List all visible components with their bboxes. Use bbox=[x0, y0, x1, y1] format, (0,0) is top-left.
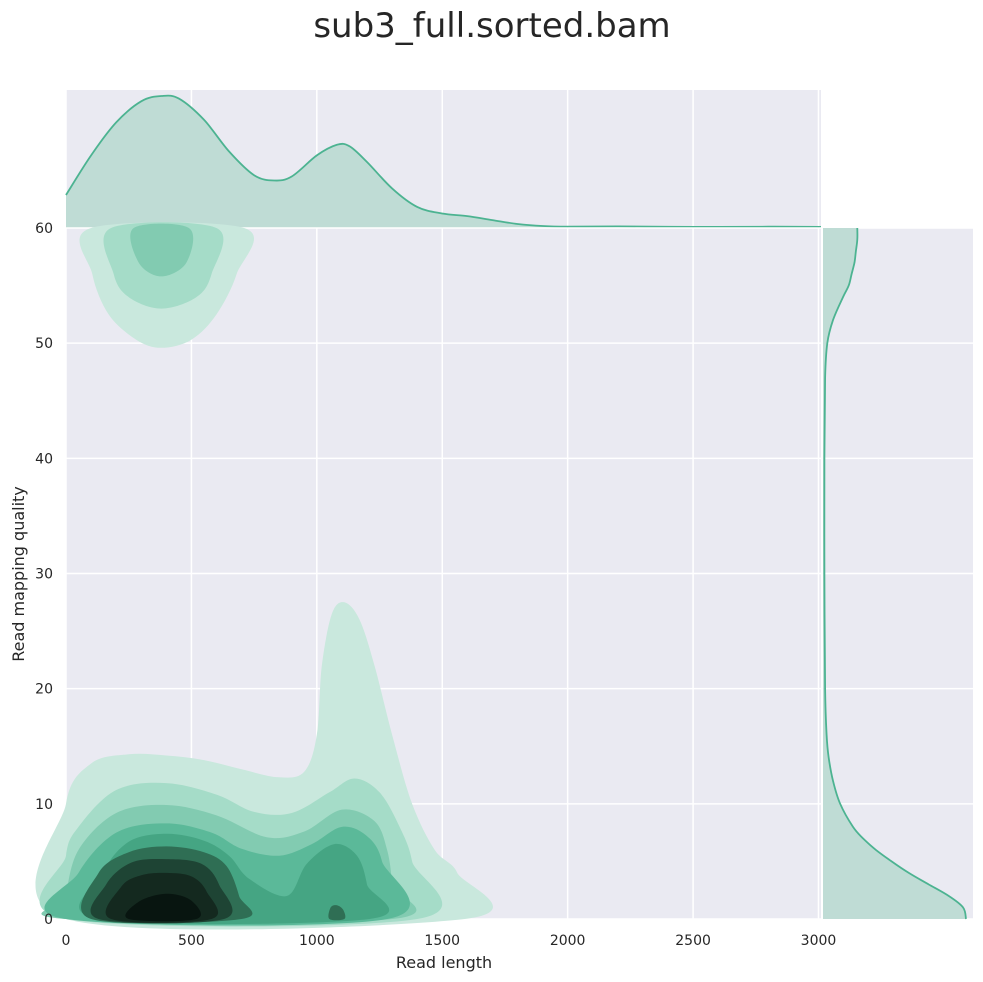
y-tick-label: 40 bbox=[35, 451, 53, 467]
kde-contours bbox=[35, 222, 493, 930]
x-tick-label: 500 bbox=[178, 933, 205, 949]
chart-title: sub3_full.sorted.bam bbox=[313, 6, 670, 46]
y-tick-label: 60 bbox=[35, 221, 53, 237]
x-tick-label: 0 bbox=[62, 933, 71, 949]
joint-panel bbox=[35, 222, 821, 930]
kde-contour-level-3 bbox=[130, 223, 194, 277]
marginal-y-panel bbox=[823, 227, 973, 920]
marginal-y-density-line bbox=[823, 227, 967, 920]
y-axis-label: Read mapping quality bbox=[9, 486, 28, 662]
kde-contour-level-6 bbox=[328, 905, 346, 921]
x-tick-label: 3000 bbox=[801, 933, 837, 949]
y-tick-label: 10 bbox=[35, 797, 53, 813]
x-tick-label: 1500 bbox=[424, 933, 460, 949]
y-tick-label: 50 bbox=[35, 336, 53, 352]
marginal-x-density-fill bbox=[66, 95, 821, 229]
x-tick-label: 2000 bbox=[550, 933, 586, 949]
x-axis-label: Read length bbox=[396, 953, 492, 972]
y-tick-labels: 0 10 20 30 40 50 60 bbox=[35, 221, 53, 928]
x-tick-label: 1000 bbox=[299, 933, 335, 949]
marginal-y-density-fill bbox=[823, 228, 966, 919]
marginal-x-density-line bbox=[65, 94, 822, 228]
y-tick-label: 30 bbox=[35, 567, 53, 583]
x-tick-label: 2500 bbox=[675, 933, 711, 949]
y-tick-label: 20 bbox=[35, 682, 53, 698]
y-tick-label: 0 bbox=[44, 912, 53, 928]
kde-contour-level-9 bbox=[125, 893, 201, 922]
x-tick-labels: 0 500 1000 1500 2000 2500 3000 bbox=[62, 933, 837, 949]
marginal-x-panel bbox=[65, 90, 822, 229]
